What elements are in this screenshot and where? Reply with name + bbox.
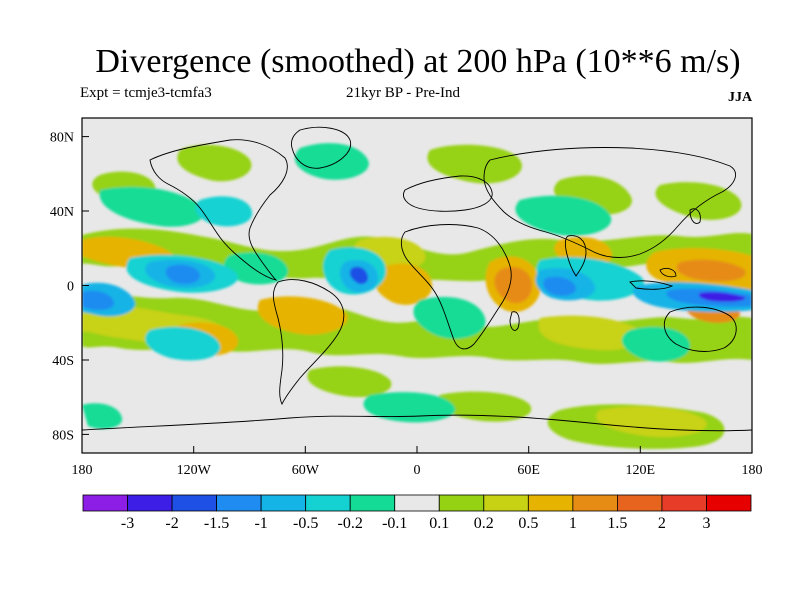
coastline-indonesia [629, 280, 674, 290]
colorbar-label: 3 [702, 515, 710, 532]
colorbar-swatch [349, 494, 396, 512]
colorbar-swatch [305, 494, 351, 512]
field-blob [676, 259, 746, 282]
lon-tick-label: 120E [626, 463, 656, 478]
coastline-japan [689, 208, 701, 224]
colorbar-label: -2 [165, 515, 178, 532]
colorbar-swatch [527, 494, 574, 512]
coastline-africa [400, 224, 512, 350]
field-blob [494, 266, 532, 304]
colorbar-label: -1 [254, 515, 267, 532]
longitude-tick-labels: 180 120W 60W 0 60E 120E 180 [72, 463, 763, 478]
colorbar-swatch [572, 494, 618, 512]
colorbar: -3 -2 -1.5 -1 -0.5 -0.2 -0.1 0.1 0.2 0.5 1 1.5 2 3 [82, 494, 752, 532]
coastline-south-america [272, 279, 345, 406]
colorbar-swatch [82, 494, 128, 512]
axis-ticks [81, 136, 753, 453]
colorbar-label: 1 [569, 515, 577, 532]
coastline-north-america [149, 139, 288, 281]
colorbar-swatch [706, 494, 752, 512]
field-blob [82, 403, 123, 429]
colorbar-label: 1.5 [607, 515, 627, 532]
field-blob [257, 296, 348, 335]
field-blob [99, 186, 205, 227]
experiment-label: Expt = tcmje3-tcmfa3 [80, 85, 212, 101]
lat-tick-label: 40S [52, 354, 74, 369]
colorbar-label: 0.1 [429, 515, 449, 532]
field-blob [195, 196, 253, 227]
coastline-india [564, 235, 587, 277]
field-blob [145, 326, 221, 361]
field-blob [413, 296, 486, 339]
colorbar-label: 0.5 [518, 515, 538, 532]
lat-tick-label: 80S [52, 428, 74, 443]
divergence-field [82, 143, 752, 449]
coastline-greenland [291, 126, 352, 169]
lat-tick-label: 0 [67, 280, 74, 295]
lon-tick-label: 180 [72, 463, 93, 478]
field-blob [538, 315, 645, 351]
colorbar-swatch [661, 494, 707, 512]
field-blob [82, 290, 115, 310]
colorbar-swatch [260, 494, 307, 512]
coastline-antarctica [82, 414, 752, 432]
field-blob [515, 195, 612, 236]
colorbar-swatch [483, 494, 529, 512]
field-blob [307, 366, 392, 398]
colorbar-label: -0.2 [338, 515, 363, 532]
lon-tick-label: 180 [742, 463, 763, 478]
colorbar-label: 2 [658, 515, 666, 532]
map-title: Divergence (smoothed) at 200 hPa (10**6 … [95, 43, 741, 80]
field-blob [621, 326, 690, 362]
colorbar-label: -1.5 [204, 515, 229, 532]
lat-tick-label: 80N [50, 131, 74, 146]
season-label: JJA [728, 90, 753, 105]
field-blob [698, 291, 746, 302]
lon-tick-label: 60W [292, 463, 320, 478]
colorbar-label: -0.1 [382, 515, 407, 532]
field-blob [363, 392, 456, 423]
latitude-tick-labels: 80N 40N 0 40S 80S [50, 131, 74, 444]
coastline-indonesia [659, 267, 677, 278]
colorbar-label: -3 [121, 515, 134, 532]
colorbar-swatch [394, 494, 440, 512]
lon-tick-label: 120W [177, 463, 212, 478]
colorbar-swatch [216, 494, 262, 512]
field-blob [165, 264, 200, 284]
colorbar-swatch [438, 494, 485, 512]
field-blob [374, 263, 433, 305]
colorbar-label: 0.2 [474, 515, 494, 532]
coastline-australia [663, 306, 737, 352]
coastline-europe [403, 175, 493, 212]
field-blob [543, 276, 577, 296]
colorbar-swatch [127, 494, 173, 512]
colorbar-swatch [617, 494, 663, 512]
coastline-asia [483, 147, 736, 258]
coastline-madagascar [509, 311, 520, 331]
colorbar-swatch [171, 494, 217, 512]
colorbar-label: -0.5 [293, 515, 318, 532]
field-blob [177, 144, 252, 182]
field-blob [223, 252, 289, 285]
period-label: 21kyr BP - Pre-Ind [346, 85, 461, 101]
field-blob [427, 144, 522, 184]
lon-tick-label: 60E [517, 463, 540, 478]
field-blob [349, 266, 368, 285]
lon-tick-label: 0 [414, 463, 421, 478]
field-blob [596, 406, 707, 438]
field-blob [294, 143, 369, 180]
coastlines [82, 126, 752, 432]
field-blob [655, 182, 742, 220]
lat-tick-label: 40N [50, 205, 74, 220]
field-blob [435, 391, 532, 422]
